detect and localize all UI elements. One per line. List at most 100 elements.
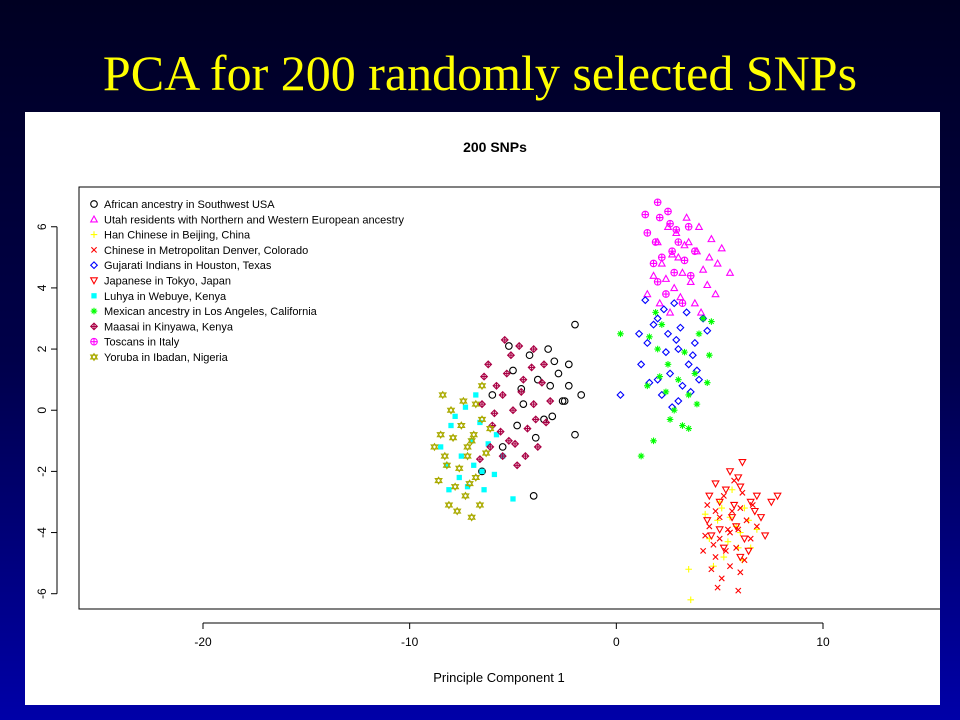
data-point	[527, 363, 536, 372]
data-point	[564, 381, 573, 390]
data-point	[711, 480, 720, 489]
data-point	[675, 376, 682, 383]
data-point	[521, 452, 530, 461]
data-point	[724, 526, 731, 533]
data-point	[653, 198, 662, 207]
data-point	[740, 535, 749, 544]
legend-marker	[91, 293, 97, 299]
data-point	[463, 442, 472, 452]
data-point	[649, 259, 658, 268]
data-point	[716, 535, 723, 542]
data-point	[725, 468, 735, 476]
data-point	[661, 348, 671, 357]
data-point	[486, 442, 495, 452]
data-point	[548, 412, 557, 421]
data-point	[485, 424, 495, 433]
data-point	[722, 547, 729, 554]
data-points	[430, 198, 782, 604]
data-point	[491, 471, 498, 478]
data-point	[464, 484, 471, 490]
data-point	[695, 330, 703, 338]
x-tick-label: -20	[194, 635, 212, 649]
data-point	[458, 453, 464, 459]
data-point	[490, 409, 499, 418]
data-point	[753, 526, 761, 533]
data-point	[684, 237, 693, 246]
data-point	[728, 486, 736, 494]
y-axis: -6 -4 -2 0 2 4 6	[35, 223, 58, 599]
data-point	[509, 366, 517, 375]
data-point	[682, 213, 691, 221]
data-point	[737, 529, 744, 536]
data-point	[668, 247, 676, 256]
y-tick-label: 2	[35, 345, 49, 352]
data-point	[702, 532, 709, 539]
plot-panel: 200 SNPs Principle Component 1 -6 -4 -2 0 2 4…	[25, 112, 940, 705]
legend-label: Toscans in Italy	[104, 337, 180, 349]
data-point	[657, 253, 666, 262]
data-point	[475, 455, 485, 464]
data-point	[643, 289, 652, 298]
data-point	[523, 424, 532, 433]
data-point	[541, 418, 551, 427]
data-point	[471, 473, 481, 482]
data-point	[679, 422, 686, 429]
legend-label: Maasai in Kinyawa, Kenya	[104, 321, 234, 333]
data-point	[430, 442, 439, 452]
data-point	[654, 345, 661, 353]
data-point	[506, 351, 516, 360]
data-point	[760, 532, 770, 541]
data-point	[646, 333, 653, 341]
data-point	[756, 514, 766, 522]
data-point	[678, 299, 687, 308]
data-point	[684, 222, 693, 231]
data-point	[705, 252, 714, 261]
data-point	[726, 529, 734, 536]
data-point	[496, 427, 505, 436]
data-point	[706, 351, 713, 359]
data-point	[452, 506, 462, 516]
data-point	[747, 535, 754, 542]
data-point	[493, 432, 500, 438]
data-point	[676, 323, 685, 332]
legend-marker	[90, 307, 98, 315]
data-point	[558, 397, 567, 405]
data-point	[672, 335, 681, 344]
data-point	[726, 563, 734, 570]
x-axis-label: Principle Component 1	[433, 670, 565, 685]
data-point	[674, 252, 683, 261]
data-point	[465, 479, 474, 488]
data-point	[687, 596, 695, 604]
data-point	[674, 396, 683, 406]
data-point	[721, 486, 731, 495]
legend-marker	[89, 261, 99, 270]
data-point	[688, 351, 697, 360]
data-point	[664, 207, 672, 216]
data-point	[650, 437, 657, 445]
data-point	[510, 496, 516, 502]
data-point	[637, 360, 646, 369]
data-point	[690, 338, 699, 348]
data-point	[703, 280, 712, 289]
data-point	[703, 379, 711, 387]
data-point	[746, 498, 755, 507]
data-point	[462, 404, 469, 410]
data-point	[471, 462, 477, 468]
data-point	[571, 430, 579, 439]
data-point	[513, 421, 521, 430]
data-point	[531, 415, 540, 424]
data-point	[704, 502, 711, 509]
data-point	[744, 547, 753, 556]
data-point	[652, 309, 659, 316]
data-point	[665, 307, 675, 316]
data-point	[663, 329, 673, 338]
data-point	[682, 308, 691, 317]
data-point	[459, 396, 468, 406]
data-point	[714, 584, 721, 591]
data-point	[655, 213, 664, 222]
data-point	[442, 460, 452, 470]
data-point	[680, 240, 689, 249]
data-point	[452, 413, 458, 419]
data-point	[716, 514, 723, 521]
data-point	[693, 400, 701, 408]
